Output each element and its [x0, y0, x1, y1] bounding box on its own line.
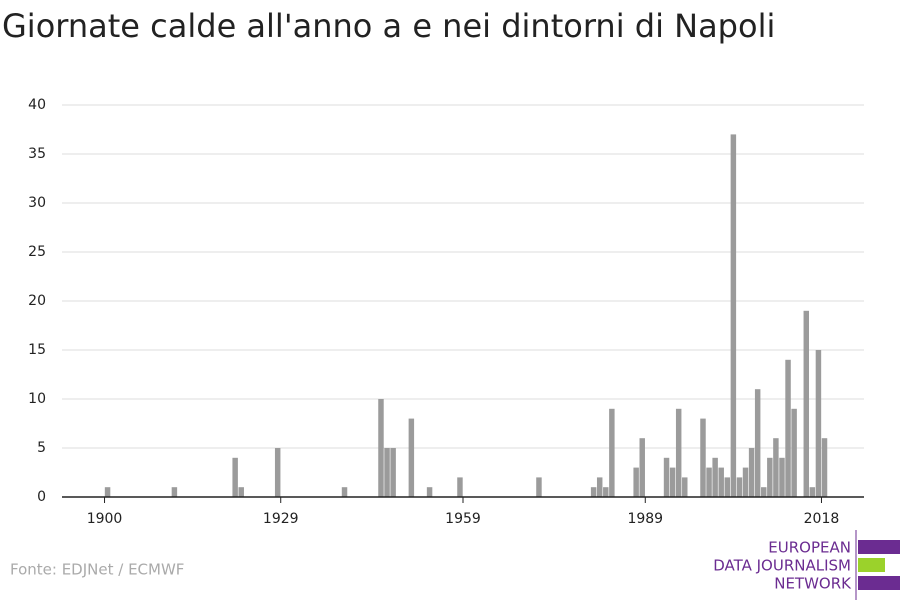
- bar: [378, 399, 384, 497]
- bar: [669, 467, 676, 497]
- bar: [663, 457, 670, 497]
- bar: [809, 487, 816, 497]
- bar: [408, 418, 415, 497]
- bar: [724, 477, 731, 497]
- bar: [238, 487, 244, 497]
- bar: [384, 448, 390, 497]
- bar: [596, 477, 603, 497]
- bar: [773, 438, 779, 497]
- bar: [682, 477, 688, 497]
- y-tick-label: 30: [28, 195, 46, 211]
- bar: [171, 487, 178, 497]
- bar: [104, 487, 111, 497]
- bar: [730, 134, 737, 497]
- bar: [754, 389, 761, 497]
- x-tick-label: 2018: [804, 511, 840, 527]
- bar: [761, 487, 767, 497]
- bar: [390, 448, 396, 497]
- bar: [341, 487, 348, 497]
- y-tick-label: 10: [28, 391, 46, 407]
- chart-title: Giornate calde all'anno a e nei dintorni…: [2, 7, 775, 45]
- bar: [590, 487, 597, 497]
- x-tick-label: 1959: [445, 511, 481, 527]
- bar: [675, 408, 682, 497]
- bar: [815, 350, 822, 497]
- y-tick-label: 5: [37, 440, 46, 456]
- bar: [457, 477, 463, 497]
- bar: [748, 448, 755, 497]
- logo-text: NETWORK: [774, 575, 852, 593]
- bar: [536, 477, 542, 497]
- bar: [603, 487, 609, 497]
- bar: [274, 448, 281, 497]
- bar: [791, 408, 797, 497]
- bar: [426, 487, 433, 497]
- bar: [712, 457, 718, 497]
- y-tick-label: 35: [28, 146, 46, 162]
- logo-text: DATA JOURNALISM: [713, 557, 851, 575]
- bar: [742, 467, 749, 497]
- y-tick-label: 40: [28, 97, 46, 113]
- bar: [718, 467, 724, 497]
- bar: [609, 408, 615, 497]
- bar: [639, 438, 645, 497]
- bar: [736, 477, 743, 497]
- x-tick-label: 1989: [627, 511, 663, 527]
- bar: [706, 467, 712, 497]
- bar: [767, 457, 773, 497]
- bar: [785, 359, 791, 497]
- logo-bar: [858, 540, 900, 554]
- bar: [232, 457, 238, 497]
- bar: [779, 457, 785, 497]
- y-tick-label: 20: [28, 293, 46, 309]
- logo-text: EUROPEAN: [768, 539, 851, 557]
- x-tick-label: 1929: [263, 511, 299, 527]
- x-tick-label: 1900: [87, 511, 123, 527]
- bar: [803, 310, 810, 497]
- logo-bar: [858, 576, 900, 590]
- bar: [700, 418, 706, 497]
- y-tick-label: 25: [28, 244, 46, 260]
- y-tick-label: 0: [37, 489, 46, 505]
- bar: [633, 467, 639, 497]
- logo-bar: [858, 558, 885, 572]
- source: Fonte: EDJNet / ECMWF: [10, 561, 184, 579]
- y-tick-label: 15: [28, 342, 46, 358]
- bar: [821, 438, 828, 497]
